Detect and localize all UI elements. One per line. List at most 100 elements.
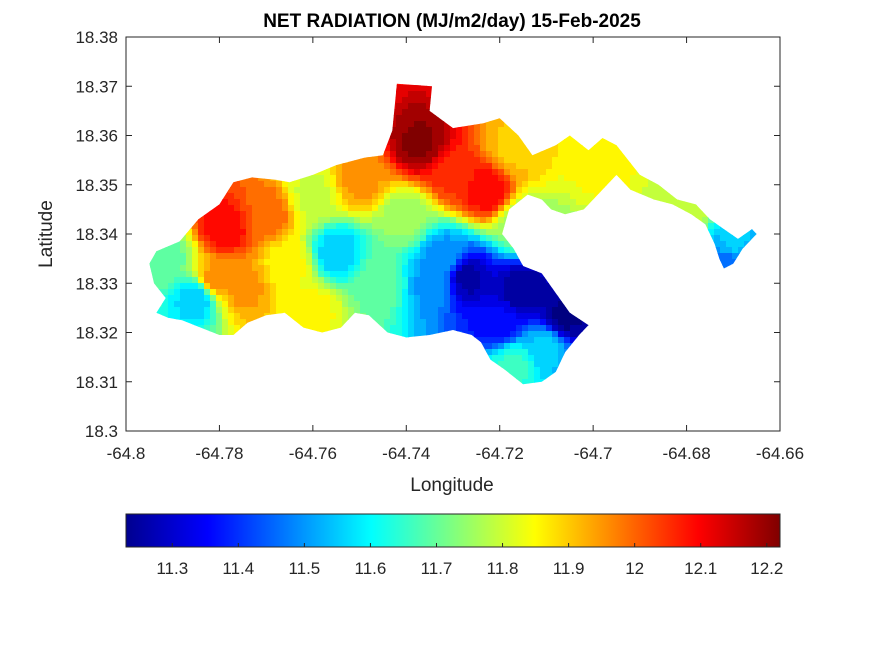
heatmap-cell [372,265,379,272]
heatmap-cell [276,259,283,266]
heatmap-cell [378,175,385,182]
heatmap-cell [486,175,493,182]
heatmap-cell [336,307,343,314]
heatmap-cell [492,181,499,188]
heatmap-cell [264,259,271,266]
heatmap-cell [414,97,421,104]
heatmap-cell [426,229,433,236]
heatmap-cell [414,145,421,152]
heatmap-cell [324,307,331,314]
heatmap-cell [174,307,181,314]
heatmap-cell [336,223,343,230]
heatmap-cell [336,277,343,284]
heatmap-cell [462,259,469,266]
heatmap-cell [444,265,451,272]
heatmap-cell [522,271,529,278]
heatmap-cell [378,253,385,260]
heatmap-cell [504,151,511,158]
heatmap-cell [330,259,337,266]
heatmap-cell [594,175,601,182]
heatmap-cell [312,271,319,278]
heatmap-cell [426,307,433,314]
heatmap-cell [606,151,613,158]
heatmap-cell [474,223,481,230]
heatmap-cell [294,205,301,212]
heatmap-cell [570,199,577,206]
heatmap-cell [336,175,343,182]
heatmap-cell [450,187,457,194]
heatmap-cell [408,121,415,128]
heatmap-cell [348,277,355,284]
heatmap-cell [282,223,289,230]
heatmap-cell [366,307,373,314]
heatmap-cell [336,181,343,188]
heatmap-cell [270,229,277,236]
heatmap-cell [420,241,427,248]
heatmap-cell [606,175,613,182]
heatmap-cell [324,181,331,188]
heatmap-cell [450,253,457,260]
heatmap-cell [414,205,421,212]
heatmap-cell [150,259,157,266]
heatmap-cell [360,229,367,236]
heatmap-cell [576,157,583,164]
heatmap-cell [444,151,451,158]
heatmap-cell [606,169,613,176]
heatmap-cell [582,193,589,200]
heatmap-cell [294,259,301,266]
heatmap-cell [516,169,523,176]
heatmap-cell [234,265,241,272]
heatmap-cell [390,289,397,296]
heatmap-cell [486,235,493,242]
heatmap-cell [432,205,439,212]
heatmap-cell [486,199,493,206]
heatmap-cell [492,271,499,278]
heatmap-cell [480,277,487,284]
heatmap-cell [564,205,571,212]
heatmap-cell [306,181,313,188]
heatmap-cell [240,277,247,284]
heatmap-cell [270,307,277,314]
heatmap-cell [408,211,415,218]
heatmap-cell [486,169,493,176]
heatmap-cell [318,271,325,278]
heatmap-cell [654,181,661,188]
heatmap-cell [246,301,253,308]
heatmap-cell [570,175,577,182]
heatmap-cell [438,187,445,194]
heatmap-cell [438,211,445,218]
heatmap-cell [384,205,391,212]
heatmap-cell [252,295,259,302]
heatmap-cell [624,175,631,182]
heatmap-cell [714,235,721,242]
heatmap-cell [246,247,253,254]
heatmap-cell [540,169,547,176]
heatmap-cell [204,283,211,290]
heatmap-cell [528,307,535,314]
heatmap-cell [366,199,373,206]
heatmap-cell [216,295,223,302]
heatmap-cell [486,127,493,134]
heatmap-cell [426,91,433,98]
heatmap-cell [396,169,403,176]
heatmap-cell [390,205,397,212]
heatmap-cell [504,199,511,206]
heatmap-cell [480,121,487,128]
heatmap-cell [192,223,199,230]
heatmap-cell [336,253,343,260]
heatmap-cell [420,199,427,206]
heatmap-cell [402,247,409,254]
heatmap-cell [222,235,229,242]
heatmap-cell [258,181,265,188]
heatmap-cell [330,187,337,194]
heatmap-cell [246,217,253,224]
heatmap-cell [390,133,397,140]
heatmap-cell [498,139,505,146]
heatmap-cell [276,301,283,308]
heatmap-cell [528,187,535,194]
heatmap-cell [360,181,367,188]
heatmap-cell [324,295,331,302]
heatmap-cell [708,229,715,236]
heatmap-cell [498,217,505,224]
heatmap-cell [444,247,451,254]
